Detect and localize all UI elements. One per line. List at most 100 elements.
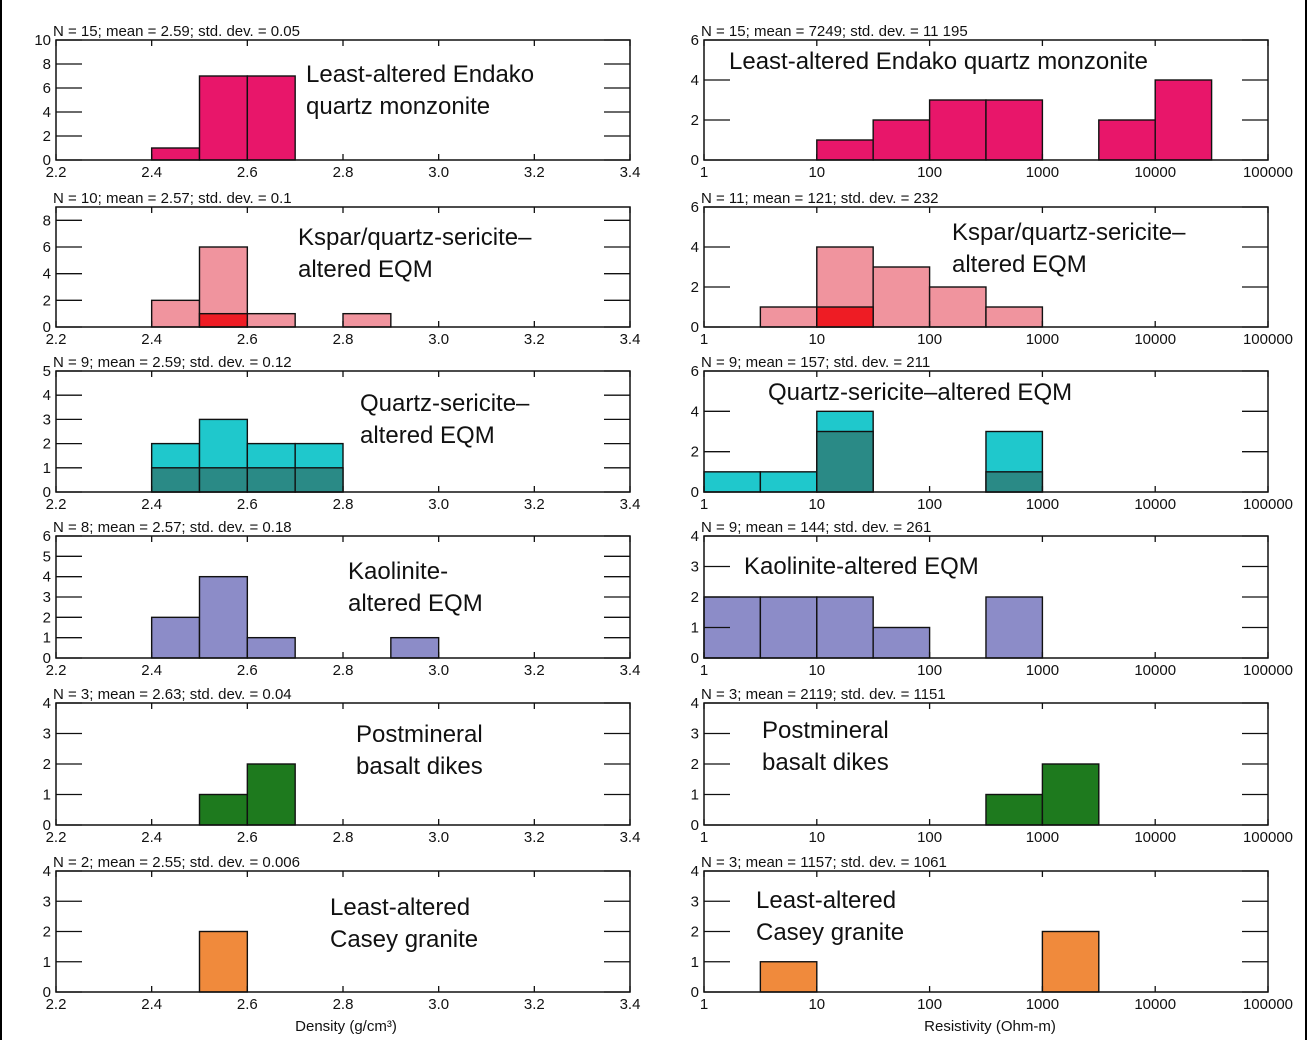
density-panel-6-stats: N = 2; mean = 2.55; std. dev. = 0.006 [53,854,300,871]
density-panel-4-ytick-label-0: 0 [43,650,51,667]
density-panel-1-ytick-label-8: 8 [43,56,51,73]
density-panel-1-bar-1-2 [198,75,249,161]
resistivity-panel-1-ytick-label-2: 2 [691,112,699,129]
density-panel-1-xtick-label-6: 3.2 [524,164,545,181]
density-panel-6-ytick-label-1: 1 [43,954,51,971]
resistivity-panel-3-bar-2-3 [816,430,874,493]
resistivity-panel-4-ytick-label-4: 4 [691,528,699,545]
resistivity-panel-4-xtick-label-1: 1 [700,662,708,679]
density-panel-2-bar-1-3 [246,312,296,328]
resistivity-panel-4-ytick-label-0: 0 [691,650,699,667]
density-panel-3-ytick-label-5: 5 [43,363,51,380]
density-panel-4: 0 1 2 3 4 5 6 2.2 2.4 2.6 2.8 3.0 3.2 3.4 N = 8; mean … [43,519,641,679]
density-panel-1-bar-1-1 [150,147,201,161]
resistivity-panel-1-ytick-label-4: 4 [691,72,699,89]
resistivity-panel-5-xtick-label-2: 10 [808,829,825,846]
resistivity-panel-4-xtick-label-4: 1000 [1026,662,1059,679]
resistivity-panel-2-frame [703,206,1269,328]
resistivity-panel-3-bar-2-4 [985,471,1044,493]
resistivity-panel-2-xtick-label-5: 10000 [1134,331,1176,348]
density-panel-5: 0 1 2 3 4 2.2 2.4 2.6 2.8 3.0 3.2 3.4 N = 3; mean = … [43,686,641,846]
density-panel-1-ytick-label-2: 2 [43,128,51,145]
resistivity-panel-4-bar-1-3 [816,596,874,659]
density-panel-4-ytick-label-4: 4 [43,569,51,586]
density-panel-2-stats: N = 10; mean = 2.57; std. dev. = 0.1 [53,190,292,207]
resistivity-panel-6-ytick-label-1: 1 [691,954,699,971]
density-panel-5-title-line-1: Postmineral [356,721,483,748]
resistivity-panel-4-xtick-label-3: 100 [917,662,942,679]
resistivity-panel-6-ytick-label-3: 3 [691,893,699,910]
resistivity-panel-1-bar-1-3 [928,99,987,161]
density-panel-6-title-line-1: Least-altered [330,894,470,921]
density-panel-6-xtick-label-1: 2.2 [46,996,67,1013]
density-panel-3-title-line-2: altered EQM [360,422,495,449]
resistivity-panel-5-ytick-label-0: 0 [691,817,699,834]
density-panel-6-xtick-label-3: 2.6 [237,996,258,1013]
resistivity-panel-2-ytick-label-4: 4 [691,239,699,256]
resistivity-panel-6-ytick-label-4: 4 [691,863,699,880]
density-panel-6-xtick-label-2: 2.4 [141,996,162,1013]
density-panel-4-xtick-label-7: 3.4 [620,662,641,679]
resistivity-panel-5-xtick-label-3: 100 [917,829,942,846]
resistivity-panel-5-xtick-label-1: 1 [700,829,708,846]
density-panel-1-ytick-label-6: 6 [43,80,51,97]
density-panel-5-ytick-label-0: 0 [43,817,51,834]
resistivity-panel-3-xtick-label-3: 100 [917,496,942,513]
resistivity-panel-5-title-line-2: basalt dikes [762,749,889,776]
resistivity-panel-3-frame [703,370,1269,493]
density-panel-6-title-line-2: Casey granite [330,926,478,953]
density-panel-5-xtick-label-1: 2.2 [46,829,67,846]
density-panel-4-xtick-label-3: 2.6 [237,662,258,679]
resistivity-panel-4-bar-1-2 [759,596,818,659]
density-panel-1-title-line-2: quartz monzonite [306,93,490,120]
resistivity-panel-6-xtick-label-1: 1 [700,996,708,1013]
resistivity-panel-4-xtick-label-2: 10 [808,662,825,679]
resistivity-panel-5-stats: N = 3; mean = 2119; std. dev. = 1151 [701,686,946,703]
resistivity-panel-2-title-line-1: Kspar/quartz-sericite– [952,219,1186,246]
resistivity-panel-4-bar-1-5 [985,596,1044,659]
density-panel-4-stats: N = 8; mean = 2.57; std. dev. = 0.18 [53,519,292,536]
density-panel-4-xtick-label-6: 3.2 [524,662,545,679]
density-panel-3-xtick-label-2: 2.4 [141,496,162,513]
resistivity-panel-4-xtick-label-5: 10000 [1134,662,1176,679]
resistivity-panel-1-xtick-label-6: 100000 [1243,164,1293,181]
resistivity-panel-3-ytick-label-4: 4 [691,403,699,420]
resistivity-panel-5-bar-1-2 [1041,763,1100,826]
resistivity-panel-1-bar-1-5 [1098,119,1156,161]
density-panel-5-ytick-label-2: 2 [43,756,51,773]
density-panel-5-ytick-label-1: 1 [43,787,51,804]
density-panel-6-ytick-label-3: 3 [43,893,51,910]
density-panel-3: 0 1 2 3 4 5 2.2 2.4 2.6 2.8 3.0 3.2 3.4 N = 9; mean =… [43,354,641,513]
resistivity-panel-1-stats: N = 15; mean = 7249; std. dev. = 11 195 [701,23,968,40]
resistivity-panel-6-ytick-label-0: 0 [691,984,699,1001]
density-panel-5-ytick-label-3: 3 [43,726,51,743]
resistivity-panel-1-bar-1-1 [816,139,874,161]
density-panel-1: 0 2 4 6 8 10 2.2 2.4 2.6 2.8 3.0 3.2 3.4 N = 15; mean… [34,23,640,181]
density-panel-6-xtick-label-7: 3.4 [620,996,641,1013]
resistivity-panel-5-ytick-label-4: 4 [691,695,699,712]
density-panel-6: 0 1 2 3 4 2.2 2.4 2.6 2.8 3.0 3.2 3.4 N = 2; mean = … [43,854,641,1013]
resistivity-panel-3-bar-1-1 [703,471,762,493]
resistivity-panel-4-stats: N = 9; mean = 144; std. dev. = 261 [701,519,931,536]
density-panel-2-ytick-label-8: 8 [43,212,51,229]
resistivity-panel-3-xtick-label-6: 100000 [1243,496,1293,513]
resistivity-panel-3-xtick-label-1: 1 [700,496,708,513]
density-panel-5-xtick-label-3: 2.6 [237,829,258,846]
density-panel-1-ytick-label-4: 4 [43,104,51,121]
density-panel-6-bar-1-1 [198,930,249,993]
density-panel-4-ytick-label-6: 6 [43,528,51,545]
density-panel-5-xtick-label-5: 3.0 [428,829,449,846]
resistivity-panel-6-bar-1-2 [1041,930,1100,993]
resistivity-panel-2-xtick-label-2: 10 [808,331,825,348]
density-panel-2-bar-1-1 [150,299,201,328]
resistivity-panel-1-xtick-label-4: 1000 [1026,164,1059,181]
resistivity-panel-2-ytick-label-6: 6 [691,199,699,216]
resistivity-panel-3-title-line-1: Quartz-sericite–altered EQM [768,379,1072,406]
density-panel-4-ytick-label-5: 5 [43,548,51,565]
density-panel-4-xtick-label-2: 2.4 [141,662,162,679]
resistivity-panel-6-title-line-2: Casey granite [756,919,904,946]
density-panel-6-ytick-label-2: 2 [43,924,51,941]
